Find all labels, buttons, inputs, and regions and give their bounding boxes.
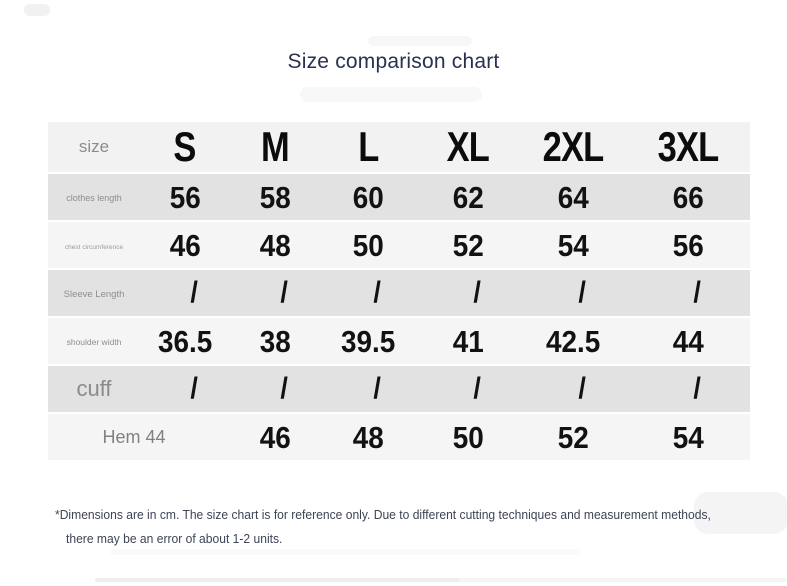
value-cell: / [578,276,586,309]
value-cell: 54 [557,227,589,263]
column-header-xl: XL [446,123,490,170]
column-header-s: S [173,123,197,170]
value-cell: 46 [169,227,201,263]
value-cell: 66 [672,179,704,215]
value-cell: 50 [452,419,484,455]
value-cell: 58 [259,179,291,215]
value-cell: 44 [672,323,704,359]
value-cell: / [280,372,288,405]
column-header-3xl: 3XL [657,123,720,170]
value-cell: 39.5 [340,323,396,359]
footnote-line-1: *Dimensions are in cm. The size chart is… [55,507,711,522]
value-cell: / [373,372,381,405]
row-label: Hem 44 [102,426,166,447]
value-cell: / [578,372,586,405]
watermark-smudge [110,549,580,555]
value-cell: 60 [352,179,384,215]
watermark-smudge [300,87,482,102]
value-cell: 52 [452,227,484,263]
page-title: Size comparison chart [287,50,500,73]
value-cell: 48 [259,227,291,263]
value-cell: / [190,372,198,405]
table-row-cuff: cuff / / / / / / [48,366,750,412]
value-cell: 54 [672,419,704,455]
value-cell: 38 [259,323,291,359]
value-cell: 46 [259,419,291,455]
table-row-chest-circumference: chest circumference 46 48 50 52 54 56 [48,222,750,268]
value-cell: / [373,276,381,309]
watermark-smudge [694,492,787,534]
value-cell: / [473,372,481,405]
row-label: Sleeve Length [63,289,125,300]
size-table: size S M L XL 2XL 3XL clothes length 56 … [48,122,750,462]
table-row-sleeve-length: Sleeve Length / / / / / / [48,270,750,316]
row-label: clothes length [66,193,122,203]
value-cell: 36.5 [157,323,213,359]
watermark-smudge [460,578,787,582]
table-row-shoulder-width: shoulder width 36.5 38 39.5 41 42.5 44 [48,318,750,364]
row-label: shoulder width [66,337,122,347]
table-row-clothes-length: clothes length 56 58 60 62 64 66 [48,174,750,220]
column-header-2xl: 2XL [542,123,605,170]
column-header-m: M [261,123,290,170]
value-cell: 52 [557,419,589,455]
watermark-smudge [24,4,50,16]
value-cell: / [473,276,481,309]
value-cell: 42.5 [545,323,601,359]
table-header-row: size S M L XL 2XL 3XL [48,122,750,172]
value-cell: 62 [452,179,484,215]
column-header-l: L [357,123,379,170]
row-label: chest circumference [64,244,124,251]
value-cell: 41 [452,323,484,359]
value-cell: 56 [169,179,201,215]
size-header-label: size [78,137,110,156]
value-cell: / [190,276,198,309]
value-cell: / [693,276,701,309]
value-cell: 48 [352,419,384,455]
table-row-hem: Hem 44 46 48 50 52 54 [48,414,750,460]
footnote-line-2: there may be an error of about 1-2 units… [66,531,283,546]
value-cell: / [280,276,288,309]
value-cell: / [693,372,701,405]
value-cell: 50 [352,227,384,263]
watermark-smudge [95,578,460,582]
value-cell: 64 [557,179,589,215]
row-label: cuff [76,376,112,401]
value-cell: 56 [672,227,704,263]
watermark-smudge [368,36,472,46]
